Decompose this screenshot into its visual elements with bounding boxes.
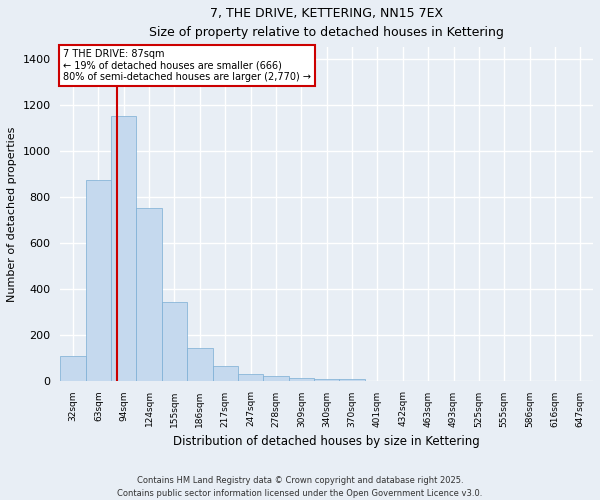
Bar [289,378,314,380]
Bar [162,302,187,380]
Bar [61,356,86,380]
Bar [86,180,111,380]
Bar [212,366,238,380]
Text: Contains HM Land Registry data © Crown copyright and database right 2025.
Contai: Contains HM Land Registry data © Crown c… [118,476,482,498]
Title: 7, THE DRIVE, KETTERING, NN15 7EX
Size of property relative to detached houses i: 7, THE DRIVE, KETTERING, NN15 7EX Size o… [149,7,504,39]
Bar [263,376,289,380]
X-axis label: Distribution of detached houses by size in Kettering: Distribution of detached houses by size … [173,435,480,448]
Text: 7 THE DRIVE: 87sqm
← 19% of detached houses are smaller (666)
80% of semi-detach: 7 THE DRIVE: 87sqm ← 19% of detached hou… [63,48,311,82]
Bar [314,379,340,380]
Bar [187,348,212,380]
Y-axis label: Number of detached properties: Number of detached properties [7,126,17,302]
Bar [136,208,162,380]
Bar [238,374,263,380]
Bar [111,116,136,380]
